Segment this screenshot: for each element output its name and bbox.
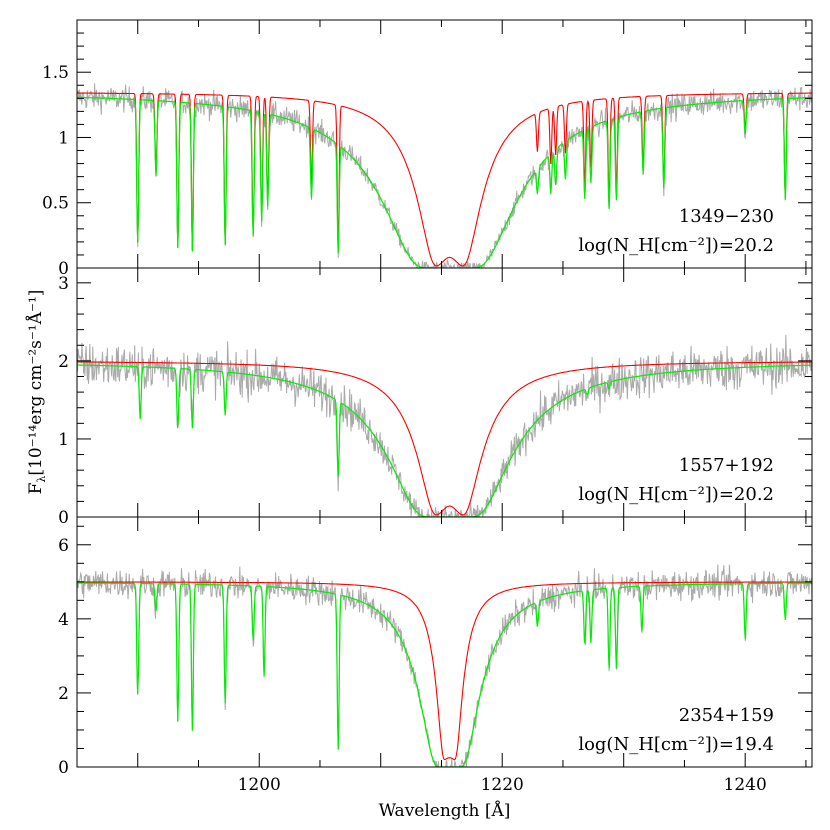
green-model-line — [77, 96, 812, 268]
y-label-text: F — [26, 482, 46, 494]
y-tick-label: 1 — [58, 430, 69, 450]
column-density-label: log(N_H[cm⁻²])=20.2 — [578, 484, 774, 505]
panel-2: 0 1 2 3 1557+192 log(N_H[cm⁻²])=20.2 — [58, 267, 813, 528]
observed-spectrum-line — [77, 334, 812, 517]
y-tick-label: 2 — [58, 352, 69, 372]
red-model-line — [77, 581, 812, 761]
column-density-label: log(N_H[cm⁻²])=19.4 — [578, 734, 774, 755]
y-label-text: [10⁻¹⁴erg cm⁻²s⁻¹Å⁻¹] — [25, 290, 46, 476]
object-name-label: 1349−230 — [679, 206, 774, 227]
object-name-label: 1557+192 — [679, 455, 774, 476]
panel-frame — [76, 19, 813, 269]
y-tick-label: 6 — [58, 536, 69, 556]
y-tick-label: 0 — [58, 508, 69, 528]
red-model-line — [77, 92, 812, 267]
panel-frame — [76, 267, 813, 518]
y-tick-label: 1 — [58, 128, 69, 148]
series-group — [77, 83, 812, 268]
y-tick-label: 0 — [58, 758, 69, 778]
y-tick-label: 4 — [58, 610, 69, 630]
panel-frame — [76, 516, 813, 768]
y-tick-label: 1.5 — [42, 63, 69, 83]
series-group — [77, 334, 812, 517]
observed-spectrum-line — [77, 83, 812, 268]
x-tick-label: 1200 — [238, 775, 281, 795]
x-axis-label: Wavelength [Å] — [379, 800, 511, 821]
series-group — [77, 564, 812, 767]
y-tick-label: 0.5 — [42, 194, 69, 214]
y-axis-label: Fλ[10⁻¹⁴erg cm⁻²s⁻¹Å⁻¹] — [25, 290, 48, 495]
y-tick-label: 2 — [58, 684, 69, 704]
y-tick-label: 3 — [58, 274, 69, 294]
green-model-line — [77, 582, 812, 767]
column-density-label: log(N_H[cm⁻²])=20.2 — [578, 235, 774, 256]
panel-3: 0 2 4 6 2354+159 log(N_H[cm⁻²])=19.4 — [58, 516, 813, 778]
x-tick-label: 1240 — [724, 775, 767, 795]
panel-1: 0 0.5 1 1.5 1349−230 log(N_H[cm⁻²])=20.2 — [42, 19, 813, 279]
red-model-line — [77, 361, 812, 516]
object-name-label: 2354+159 — [679, 705, 774, 726]
x-tick-label: 1220 — [481, 775, 524, 795]
y-label-subscript: λ — [35, 476, 48, 483]
y-tick-label: 0 — [58, 259, 69, 279]
green-model-line — [77, 364, 812, 517]
